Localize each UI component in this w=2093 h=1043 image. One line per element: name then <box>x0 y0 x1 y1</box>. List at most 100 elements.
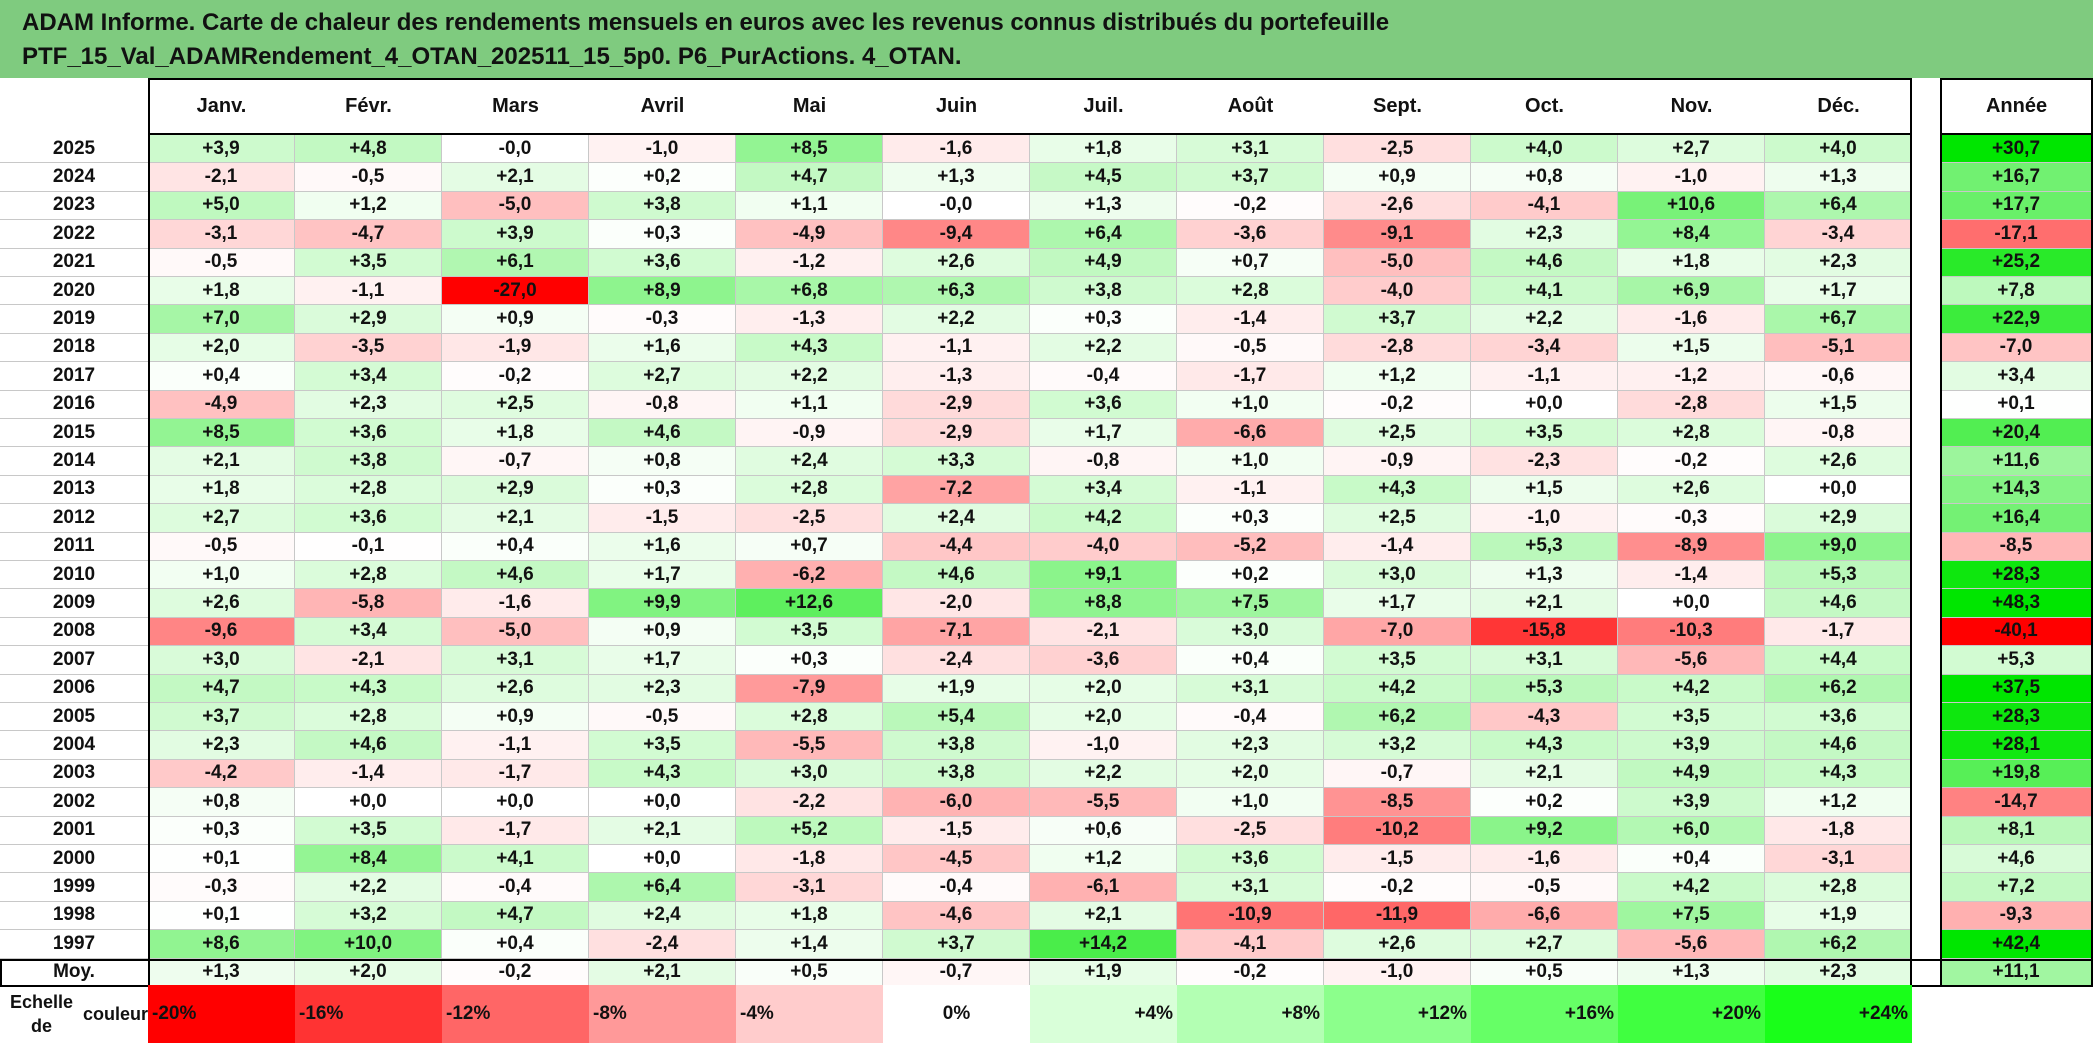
heatmap-cell: -3,6 <box>1030 646 1177 675</box>
heatmap-cell: +2,7 <box>148 504 295 533</box>
heatmap-cell: +1,3 <box>1030 191 1177 221</box>
heatmap-cell: +2,8 <box>736 703 883 732</box>
heatmap-cell: +1,3 <box>1471 561 1618 590</box>
heatmap-cell: +5,3 <box>1471 532 1618 561</box>
heatmap-cell: -4,2 <box>148 759 295 789</box>
heatmap-cell: +2,1 <box>442 163 589 192</box>
heatmap-cell: +3,8 <box>883 731 1030 760</box>
heatmap-cell: -11,9 <box>1324 901 1471 931</box>
heatmap-cell: -9,1 <box>1324 220 1471 249</box>
month-header: Janv. <box>196 95 247 117</box>
heatmap-cell: -5,6 <box>1618 646 1765 675</box>
heatmap-cell: +1,5 <box>1471 475 1618 505</box>
heatmap-cell: -0,0 <box>883 191 1030 221</box>
heatmap-cell: -6,2 <box>736 561 883 590</box>
heatmap-cell: +7,0 <box>148 305 295 334</box>
heatmap-cell: +4,6 <box>883 561 1030 590</box>
heatmap-cell: +0,2 <box>1471 788 1618 817</box>
heatmap-cell: -9,4 <box>883 220 1030 249</box>
heatmap-cell: +1,6 <box>589 333 736 363</box>
year-label: 2010 <box>0 561 148 590</box>
heatmap-cell: -2,3 <box>1471 447 1618 476</box>
heatmap-cell: +0,9 <box>1324 163 1471 192</box>
heatmap-cell: +2,7 <box>1471 930 1618 959</box>
heatmap-cell: -0,3 <box>589 305 736 334</box>
heatmap-cell: -3,4 <box>1765 220 1912 249</box>
heatmap-cell: +0,8 <box>1471 163 1618 192</box>
heatmap-cell: +6,2 <box>1765 930 1912 959</box>
heatmap-cell: +2,5 <box>1324 419 1471 448</box>
heatmap-cell: -1,1 <box>1471 362 1618 391</box>
heatmap-cell: -1,4 <box>1618 561 1765 590</box>
heatmap-cell: +1,9 <box>1765 901 1912 931</box>
heatmap-cell: +1,0 <box>1177 390 1324 419</box>
heatmap-cell: -3,6 <box>1177 220 1324 249</box>
annual-cell: -14,7 <box>1940 788 2093 817</box>
average-cell: +1,9 <box>1030 958 1177 987</box>
heatmap-cell: -0,2 <box>1324 873 1471 902</box>
heatmap-cell: +3,5 <box>1324 646 1471 675</box>
heatmap-cell: -0,4 <box>1177 703 1324 732</box>
heatmap-cell: +2,4 <box>736 447 883 476</box>
color-scale-stop: +8% <box>1177 985 1324 1043</box>
heatmap-cell: +1,0 <box>1177 788 1324 817</box>
annual-cell: +7,2 <box>1940 873 2093 902</box>
heatmap-cell: +4,2 <box>1618 873 1765 902</box>
year-label: 2021 <box>0 248 148 277</box>
heatmap-cell: -5,5 <box>736 731 883 760</box>
year-label: 2009 <box>0 589 148 618</box>
year-label: 2000 <box>0 845 148 874</box>
heatmap-cell: -1,7 <box>1765 617 1912 647</box>
annual-cell: +28,3 <box>1940 703 2093 732</box>
heatmap-cell: +0,9 <box>442 703 589 732</box>
heatmap-cell: +1,7 <box>589 646 736 675</box>
heatmap-cell: +4,3 <box>1765 759 1912 789</box>
heatmap-cell: +6,2 <box>1765 674 1912 703</box>
heatmap-cell: +9,0 <box>1765 532 1912 561</box>
heatmap-cell: +1,3 <box>883 163 1030 192</box>
heatmap-cell: +6,8 <box>736 277 883 306</box>
average-cell: +2,1 <box>589 958 736 987</box>
annual-cell: +25,2 <box>1940 248 2093 277</box>
heatmap-cell: -7,9 <box>736 674 883 703</box>
heatmap-cell: +10,6 <box>1618 191 1765 221</box>
heatmap-cell: +1,1 <box>736 191 883 221</box>
heatmap-cell: +0,0 <box>1618 589 1765 618</box>
annual-cell: -7,0 <box>1940 333 2093 363</box>
heatmap-cell: +4,2 <box>1618 674 1765 703</box>
heatmap-cell: -0,6 <box>1765 362 1912 391</box>
heatmap-cell: +4,6 <box>442 561 589 590</box>
heatmap-cell: +1,8 <box>148 475 295 505</box>
heatmap-cell: +4,6 <box>1765 589 1912 618</box>
heatmap-cell: +2,4 <box>883 504 1030 533</box>
heatmap-cell: +3,6 <box>589 248 736 277</box>
heatmap-cell: +2,2 <box>1030 333 1177 363</box>
heatmap-cell: +3,4 <box>295 362 442 391</box>
heatmap-cell: +4,3 <box>1324 475 1471 505</box>
heatmap-cell: +2,6 <box>148 589 295 618</box>
heatmap-cell: +3,9 <box>1618 731 1765 760</box>
heatmap-cell: +4,9 <box>1618 759 1765 789</box>
heatmap-cell: +7,5 <box>1618 901 1765 931</box>
heatmap-cell: -0,1 <box>295 532 442 561</box>
heatmap-cell: -3,4 <box>1471 333 1618 363</box>
title-bar: ADAM Informe. Carte de chaleur des rende… <box>0 0 2093 78</box>
month-header: Sept. <box>1373 95 1422 117</box>
year-total-header: Année <box>1985 95 2048 117</box>
heatmap-cell: -4,6 <box>883 901 1030 931</box>
heatmap-cell: +2,0 <box>1177 759 1324 789</box>
heatmap-cell: -1,3 <box>736 305 883 334</box>
heatmap-cell: +0,9 <box>589 617 736 647</box>
color-scale-stop: -16% <box>295 985 442 1043</box>
heatmap-cell: +1,5 <box>1618 333 1765 363</box>
heatmap-cell: -1,0 <box>589 135 736 164</box>
heatmap-cell: +4,1 <box>1471 277 1618 306</box>
year-label: 2023 <box>0 191 148 221</box>
heatmap-cell: -0,2 <box>442 362 589 391</box>
heatmap-cell: +2,8 <box>1618 419 1765 448</box>
heatmap-cell: +5,0 <box>148 191 295 221</box>
heatmap-cell: +4,1 <box>442 845 589 874</box>
heatmap-cell: +4,7 <box>148 674 295 703</box>
heatmap-cell: +3,6 <box>1177 845 1324 874</box>
heatmap-cell: -5,8 <box>295 589 442 618</box>
